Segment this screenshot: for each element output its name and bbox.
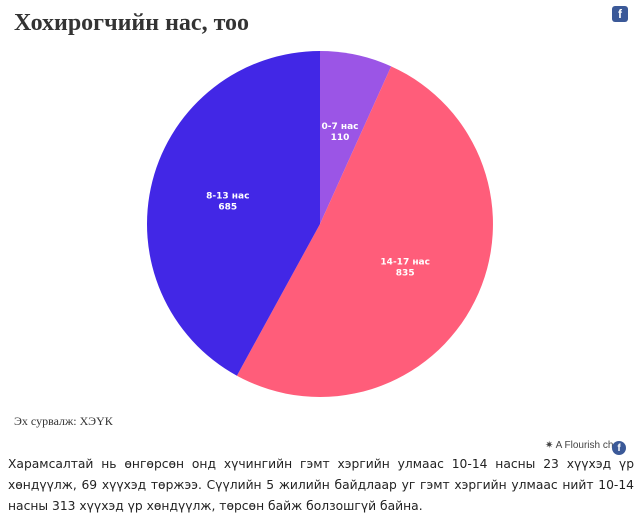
pie-slice[interactable] <box>146 51 320 376</box>
slice-label: 14-17 нас <box>380 258 430 268</box>
slice-label: 0-7 нас <box>321 122 358 132</box>
pie-slice[interactable] <box>320 50 392 224</box>
flourish-logo-icon: ✷ <box>545 440 554 451</box>
pie-slice[interactable] <box>236 66 493 397</box>
facebook-share-icon[interactable]: f <box>612 441 626 455</box>
slice-value: 835 <box>396 269 415 279</box>
article-paragraph: Харамсалтай нь өнгөрсөн онд хүчингийн гэ… <box>8 457 634 513</box>
flourish-credit-label: A Flourish ch <box>555 440 614 451</box>
slice-value: 685 <box>218 202 237 212</box>
source-note: Эх сурвалж: ХЭҮК <box>14 414 113 428</box>
slice-value: 110 <box>331 133 350 143</box>
flourish-credit[interactable]: ✷ A Flourish ch <box>545 440 613 451</box>
chart-title: Хохирогчийн нас, тоо <box>14 10 250 36</box>
slice-label: 8-13 нас <box>206 191 249 201</box>
facebook-icon[interactable]: f <box>612 6 628 22</box>
